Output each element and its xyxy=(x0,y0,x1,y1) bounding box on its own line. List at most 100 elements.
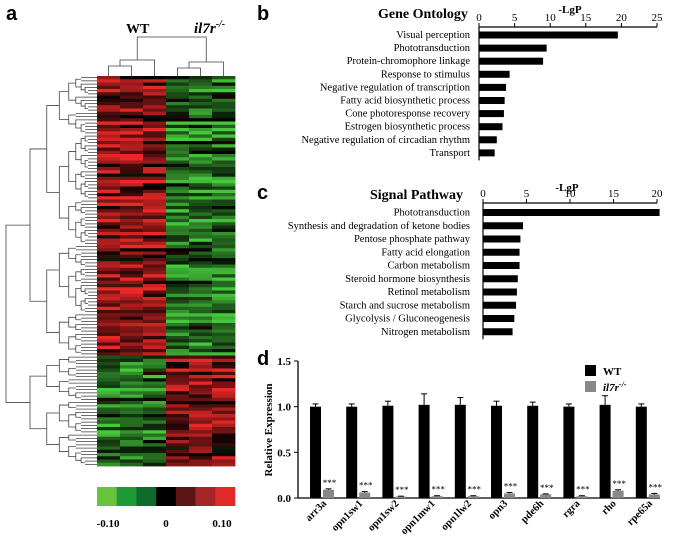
heatmap-cell xyxy=(97,111,121,116)
go-x-tick-label: 5 xyxy=(512,12,518,24)
heatmap-cell xyxy=(212,264,236,269)
heatmap-cell xyxy=(166,134,190,139)
heatmap-cell xyxy=(120,462,144,467)
heatmap-cell xyxy=(97,264,121,269)
heatmap-cell xyxy=(120,82,144,87)
heatmap-cell xyxy=(166,303,190,308)
heatmap-cell xyxy=(120,362,144,366)
heatmap-cell xyxy=(97,271,121,275)
heatmap-cell xyxy=(212,79,236,83)
dendrogram-branch xyxy=(58,321,69,344)
heatmap-cell xyxy=(120,306,144,311)
go-category-label: Visual perception xyxy=(396,30,470,41)
dendrogram-branch xyxy=(84,298,89,304)
heatmap-cell xyxy=(97,303,121,308)
heatmap-cell xyxy=(212,303,236,308)
dendrogram-branch xyxy=(68,206,76,231)
heatmap-cell xyxy=(143,287,167,291)
heatmap-cell xyxy=(120,271,144,275)
heatmap-cell xyxy=(120,141,144,145)
heatmap-cell xyxy=(120,345,144,350)
heatmap-cell xyxy=(189,462,213,467)
heatmap-cell xyxy=(189,202,213,207)
heatmap-cell xyxy=(166,456,190,460)
wt-bar xyxy=(491,405,502,498)
heatmap-cell xyxy=(212,215,236,220)
heatmap-cell xyxy=(189,362,213,366)
heatmap-cell xyxy=(212,381,236,386)
expression-category-label: opn1sw2 xyxy=(366,498,401,533)
heatmap-cell xyxy=(189,124,213,129)
heatmap-cell xyxy=(189,199,213,204)
dendrogram-branch xyxy=(75,119,82,129)
wt-bar xyxy=(454,404,466,498)
heatmap-cell xyxy=(120,206,144,210)
go-bar xyxy=(479,44,547,52)
heatmap-cell xyxy=(212,222,236,226)
heatmap-cell xyxy=(143,228,167,233)
heatmap-cell xyxy=(212,375,236,379)
heatmap-cell xyxy=(97,404,121,408)
heatmap-cell xyxy=(212,193,236,197)
heatmap-cell xyxy=(97,316,121,321)
go-bar xyxy=(479,136,497,144)
heatmap-cell xyxy=(189,430,213,434)
heatmap-cell xyxy=(97,339,121,343)
heatmap-cell xyxy=(189,92,213,96)
heatmap-cell xyxy=(143,297,167,301)
panel-label-d: d xyxy=(257,348,269,370)
heatmap-cell xyxy=(212,323,236,327)
heatmap-cell xyxy=(120,404,144,408)
heatmap-cell xyxy=(189,280,213,285)
heatmap-cell xyxy=(189,180,213,184)
go-x-tick-label: 25 xyxy=(652,12,664,24)
heatmap-cell xyxy=(143,264,167,269)
heatmap-cell xyxy=(189,316,213,321)
heatmap-cell xyxy=(120,115,144,119)
dendrogram-branch xyxy=(80,207,86,213)
heatmap-cell xyxy=(166,326,190,330)
heatmap-cell xyxy=(189,219,213,223)
heatmap-cell xyxy=(166,124,190,129)
heatmap-cell xyxy=(212,352,236,356)
heatmap-cell xyxy=(143,459,167,464)
heatmap-cell xyxy=(212,82,236,87)
heatmap-cell xyxy=(97,336,121,340)
heatmap-cell xyxy=(120,339,144,343)
heatmap-cell xyxy=(189,420,213,425)
go-bar xyxy=(479,110,504,118)
heatmap-cell xyxy=(189,254,213,259)
scale-swatch xyxy=(195,487,216,506)
heatmap-cell xyxy=(120,297,144,301)
heatmap-cell xyxy=(97,147,121,152)
heatmap-cell xyxy=(212,293,236,298)
heatmap-cell xyxy=(166,375,190,379)
heatmap-cell xyxy=(166,202,190,207)
heatmap-cell xyxy=(212,235,236,239)
heatmap-cell xyxy=(212,261,236,265)
heatmap-cell xyxy=(166,462,190,467)
pathway-bar xyxy=(483,328,513,336)
heatmap-cell xyxy=(120,261,144,265)
heatmap-cell xyxy=(97,170,121,174)
heatmap-cell xyxy=(143,271,167,275)
heatmap-cell xyxy=(120,456,144,460)
heatmap-cell xyxy=(143,212,167,217)
dendrogram-branch xyxy=(29,148,47,302)
heatmap-cell xyxy=(189,414,213,418)
heatmap-cell xyxy=(143,183,167,187)
heatmap-cell xyxy=(189,131,213,135)
heatmap-cell xyxy=(97,397,121,402)
significance-label: *** xyxy=(359,481,373,491)
heatmap-cell xyxy=(97,79,121,83)
heatmap-cell xyxy=(97,215,121,220)
heatmap-cell xyxy=(166,306,190,311)
heatmap-cell xyxy=(189,433,213,438)
heatmap-cell xyxy=(212,105,236,109)
heatmap-cell xyxy=(212,462,236,467)
heatmap-cell xyxy=(97,180,121,184)
heatmap-cell xyxy=(166,407,190,412)
heatmap-cell xyxy=(189,228,213,233)
heatmap-cell xyxy=(143,241,167,246)
ko-bar xyxy=(395,496,407,498)
